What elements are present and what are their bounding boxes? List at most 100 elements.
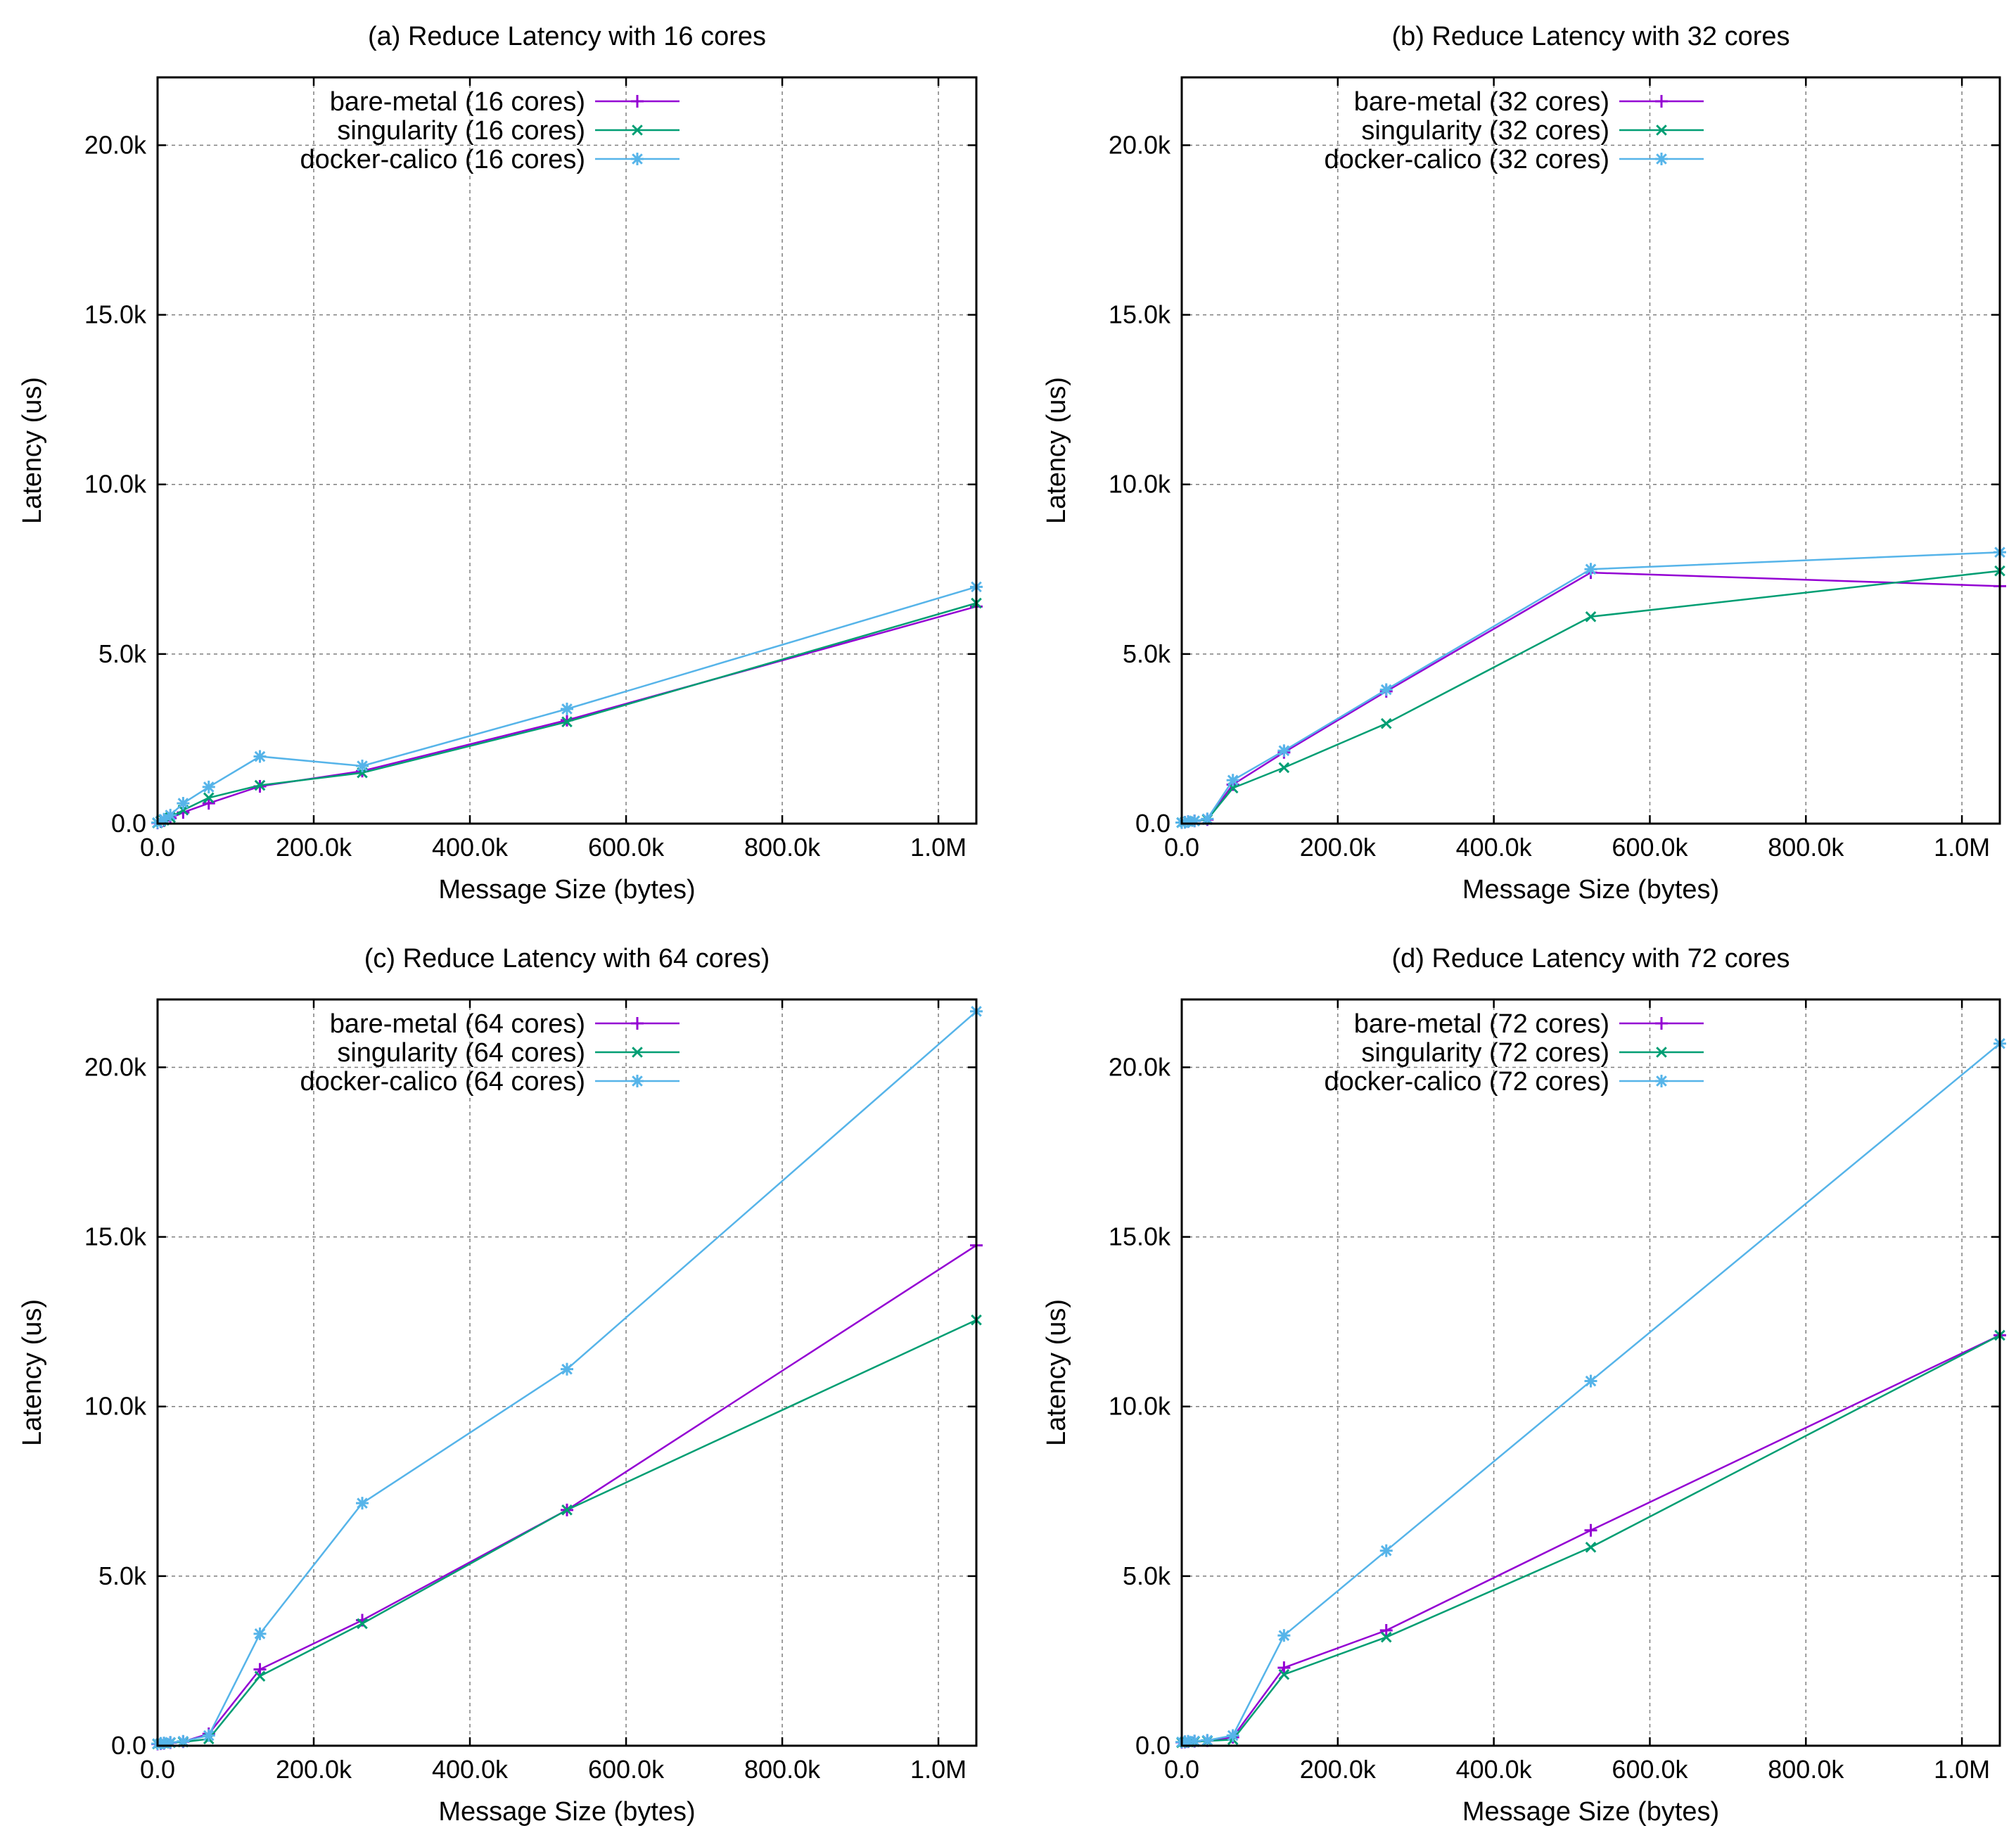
chart-panel-3: (c) Reduce Latency with 64 cores) 0.0 200.… [18,944,983,1827]
x-axis-label: Message Size (bytes) [1462,1797,1719,1827]
x-tick-label: 0.0 [140,1755,175,1784]
x-tick-label: 0.0 [140,833,175,862]
y-axis-label: Latency (us) [18,377,47,524]
x-tick-label: 1.0M [910,1755,966,1784]
data-point [164,808,177,822]
data-point [1277,744,1291,758]
data-point [356,1497,369,1510]
data-point [561,702,573,715]
y-tick-label: 0.0 [1135,1731,1170,1760]
data-point [1277,1629,1291,1642]
data-point [203,792,215,804]
y-tick-label: 20.0k [84,1052,147,1081]
x-tick-label: 600.0k [588,833,665,862]
y-tick-label: 10.0k [1109,470,1171,499]
x-tick-label: 1.0M [910,833,966,862]
data-point [254,1670,266,1682]
plot-frame [156,76,978,825]
legend-label: docker-calico (32 cores) [1325,145,1609,174]
legend-label: singularity (16 cores) [337,116,585,146]
data-point [1277,1661,1291,1675]
legend-label: singularity (32 cores) [1361,116,1609,146]
data-point [356,760,369,773]
legend-item: docker-calico (64 cores) [300,1067,680,1097]
y-tick-label: 20.0k [84,130,147,159]
x-tick-label: 400.0k [432,833,509,862]
legend-marker [631,95,644,108]
data-point [561,1504,573,1516]
data-point [1585,1542,1597,1553]
data-point [1379,1624,1393,1637]
legend-item: bare-metal (32 cores) [1354,87,1704,117]
y-axis-label: Latency (us) [1042,377,1071,524]
legend-marker [631,1017,644,1030]
legend-item: singularity (32 cores) [1361,116,1704,146]
data-point [1379,1544,1393,1557]
y-tick-label: 20.0k [1109,130,1171,159]
y-tick-label: 10.0k [84,470,147,499]
legend-item: docker-calico (32 cores) [1325,145,1704,174]
data-point [1201,1734,1214,1747]
legend-marker [631,1075,644,1087]
plot-frame [1180,76,2001,825]
series-line-2 [157,1319,977,1745]
data-point [1585,611,1597,622]
series-line-2 [1181,570,2001,824]
y-tick-label: 5.0k [1123,639,1171,668]
data-point [253,1663,267,1676]
data-point [1584,563,1597,576]
y-tick-label: 15.0k [1109,1222,1171,1251]
data-point [1188,814,1201,828]
chart-title: (b) Reduce Latency with 32 cores [1391,22,1789,51]
legend-label: bare-metal (16 cores) [330,87,585,117]
data-point [254,779,266,791]
y-tick-label: 5.0k [98,1561,147,1590]
x-tick-label: 200.0k [1300,1755,1377,1784]
data-point [1226,774,1239,787]
x-tick-label: 1.0M [1934,833,1990,862]
x-tick-label: 0.0 [1164,1755,1199,1784]
data-point [561,1362,573,1376]
legend-label: docker-calico (16 cores) [300,145,585,174]
x-axis-label: Message Size (bytes) [1462,875,1719,905]
x-tick-label: 800.0k [744,833,821,862]
x-tick-label: 200.0k [276,833,352,862]
legend-label: bare-metal (72 cores) [1354,1009,1609,1039]
series-line-3 [1181,551,2001,824]
y-tick-label: 15.0k [1109,300,1171,329]
chart-panel-2: (b) Reduce Latency with 32 cores 0.0 200.0… [1042,22,2006,905]
legend-marker [1655,1017,1668,1030]
x-tick-label: 800.0k [1768,1755,1844,1784]
data-point [202,1729,215,1742]
x-tick-label: 600.0k [1612,1755,1688,1784]
data-point [1278,1668,1290,1680]
legend-item: docker-calico (16 cores) [300,145,680,174]
x-tick-label: 600.0k [588,1755,665,1784]
y-tick-label: 0.0 [1135,809,1170,838]
legend-label: singularity (72 cores) [1361,1038,1609,1068]
series-line-1 [1181,1334,2001,1744]
plot-frame [156,998,978,1747]
plot-frame [1180,998,2001,1747]
y-tick-label: 15.0k [84,1222,147,1251]
x-tick-label: 1.0M [1934,1755,1990,1784]
legend-marker [1655,153,1668,165]
legend: bare-metal (72 cores)singularity (72 cor… [1325,1009,1704,1097]
legend-marker [1655,1075,1668,1087]
data-point [1380,1631,1392,1643]
data-point [177,1734,190,1748]
x-tick-label: 400.0k [1456,833,1533,862]
chart-panel-4: (d) Reduce Latency with 72 cores 0.0 200.0… [1042,944,2006,1827]
legend-item: docker-calico (72 cores) [1325,1067,1704,1097]
x-tick-label: 400.0k [432,1755,509,1784]
chart-title: (c) Reduce Latency with 64 cores) [364,944,770,973]
legend-marker [632,124,643,136]
data-point [177,797,190,810]
data-point [253,1627,267,1640]
y-tick-label: 0.0 [111,809,146,838]
legend-item: bare-metal (72 cores) [1354,1009,1704,1039]
legend-item: singularity (16 cores) [337,116,680,146]
x-tick-label: 200.0k [276,1755,352,1784]
data-point [1380,717,1392,729]
